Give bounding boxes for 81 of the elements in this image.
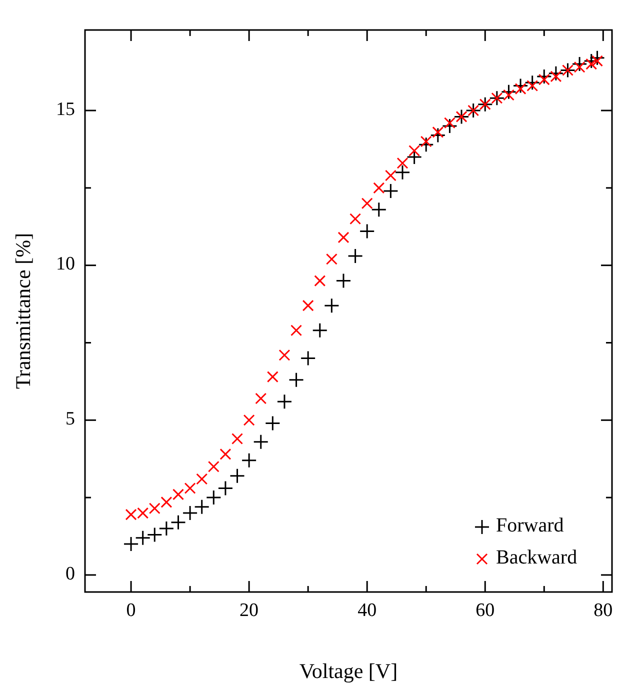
- point: [302, 300, 314, 312]
- point: [359, 224, 375, 240]
- point: [160, 496, 172, 508]
- point: [572, 56, 588, 72]
- point: [512, 78, 528, 94]
- point: [430, 128, 446, 144]
- point: [182, 505, 198, 521]
- point: [514, 83, 526, 95]
- point: [135, 530, 151, 546]
- point: [338, 232, 350, 244]
- point: [502, 89, 514, 101]
- point: [548, 66, 564, 82]
- point: [206, 490, 222, 506]
- point: [408, 145, 420, 157]
- point: [550, 70, 562, 82]
- x-tick-label: 0: [126, 600, 136, 621]
- point: [158, 520, 174, 536]
- point: [312, 322, 328, 338]
- point: [123, 536, 139, 552]
- x-axis-title: Voltage [V]: [299, 659, 398, 683]
- point: [442, 118, 458, 134]
- x-tick-label: 40: [358, 600, 377, 621]
- x-tick-label: 20: [240, 600, 259, 621]
- point: [148, 502, 160, 514]
- point: [146, 526, 162, 542]
- point: [361, 198, 373, 210]
- point: [266, 371, 278, 383]
- point: [300, 350, 316, 366]
- point: [170, 514, 186, 530]
- point: [264, 415, 280, 431]
- point: [524, 74, 540, 90]
- point: [384, 170, 396, 182]
- point: [253, 434, 269, 450]
- point: [589, 50, 605, 66]
- x-tick-label: 80: [594, 600, 613, 621]
- point: [336, 273, 352, 289]
- point: [196, 473, 208, 485]
- y-tick-label: 15: [56, 98, 75, 120]
- point: [241, 452, 257, 468]
- point: [591, 55, 603, 67]
- point: [396, 157, 408, 169]
- point: [290, 324, 302, 336]
- point: [324, 298, 340, 314]
- y-tick-label: 0: [66, 563, 75, 584]
- y-tick-label: 5: [66, 408, 75, 430]
- point: [314, 275, 326, 287]
- y-tick-label: 10: [56, 254, 75, 275]
- point: [382, 183, 398, 199]
- point: [194, 499, 210, 515]
- point: [243, 414, 255, 426]
- legend-label: Backward: [496, 546, 578, 569]
- point: [526, 80, 538, 92]
- point: [500, 84, 516, 100]
- point: [278, 349, 290, 361]
- point: [184, 482, 196, 494]
- point: [220, 448, 232, 460]
- point: [420, 136, 432, 148]
- legend-label: Forward: [496, 514, 564, 537]
- x-tick-label: 60: [476, 600, 495, 621]
- point: [208, 460, 220, 472]
- point: [348, 248, 364, 264]
- point: [371, 202, 387, 218]
- point: [432, 126, 444, 138]
- point: [373, 182, 385, 194]
- point: [276, 394, 292, 410]
- point: [288, 372, 304, 388]
- point: [536, 68, 552, 84]
- y-axis-title: Transmittance [%]: [11, 232, 35, 390]
- point: [172, 488, 184, 500]
- point: [255, 392, 267, 404]
- point: [586, 58, 598, 70]
- point: [418, 136, 434, 152]
- point: [326, 253, 338, 265]
- point: [350, 213, 362, 225]
- point: [232, 432, 244, 444]
- point: [230, 468, 246, 484]
- point: [574, 61, 586, 73]
- point: [394, 164, 410, 180]
- point: [538, 74, 550, 86]
- point: [444, 117, 456, 129]
- point: [218, 480, 234, 496]
